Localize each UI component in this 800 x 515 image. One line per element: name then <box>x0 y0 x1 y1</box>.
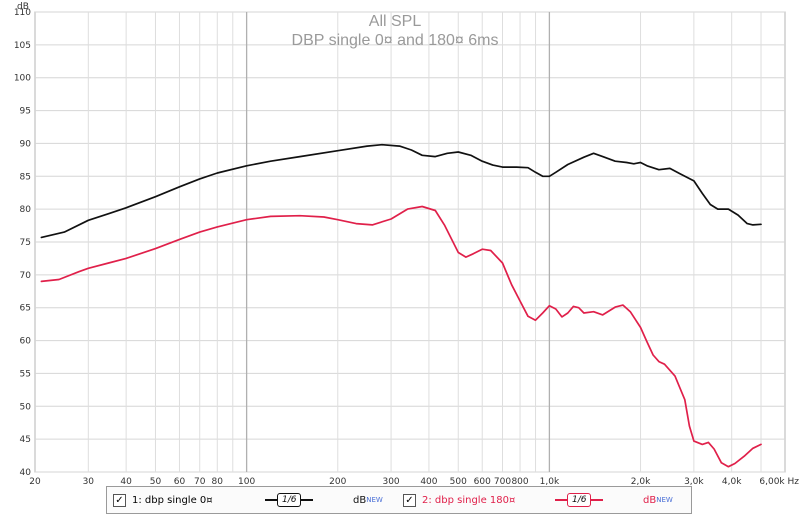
y-tick-label: 45 <box>20 435 31 445</box>
unit-badge-1: NEW <box>366 496 383 504</box>
x-tick-label: 70 <box>194 477 206 486</box>
smoothing-value-1: 1/6 <box>277 493 302 507</box>
x-tick-label: 30 <box>83 477 95 486</box>
smoothing-line-1b <box>301 499 314 501</box>
y-tick-label: 70 <box>20 271 32 281</box>
smoothing-value-2: 1/6 <box>567 493 592 507</box>
unit-badge-2: NEW <box>656 496 673 504</box>
smoothing-line-2 <box>555 499 567 501</box>
x-tick-label: 6,00k Hz <box>759 477 799 486</box>
y-axis-label: dB <box>17 2 29 12</box>
series-lines <box>40 143 762 468</box>
x-tick-label: 3,0k <box>684 477 704 486</box>
x-tick-label: 20 <box>29 477 41 486</box>
legend-label-2: 2: dbp single 180¤ <box>422 494 516 506</box>
smoothing-line-2b <box>591 499 604 501</box>
x-tick-label: 500 <box>450 477 467 486</box>
y-tick-label: 80 <box>20 205 32 215</box>
smoothing-selector-1[interactable]: 1/6 <box>265 487 314 513</box>
y-tick-label: 90 <box>20 139 32 149</box>
legend-item-2: ✓ 2: dbp single 180¤ <box>403 487 515 513</box>
x-tick-label: 4,0k <box>722 477 742 486</box>
y-tick-label: 40 <box>20 468 32 478</box>
legend: ✓ 1: dbp single 0¤ 1/6 dB NEW ✓ 2: dbp si… <box>106 486 692 514</box>
x-tick-label: 40 <box>120 477 132 486</box>
x-tick-label: 50 <box>150 477 162 486</box>
x-tick-label: 300 <box>382 477 399 486</box>
y-tick-label: 55 <box>20 369 31 379</box>
y-tick-label: 50 <box>20 402 32 412</box>
y-tick-label: 105 <box>14 41 31 51</box>
x-tick-label: 60 <box>174 477 186 486</box>
smoothing-line-1 <box>265 499 277 501</box>
series-line-1 <box>40 143 762 239</box>
unit-label-2: dB <box>643 494 657 506</box>
smoothing-selector-2[interactable]: 1/6 <box>555 487 604 513</box>
x-tick-label: 80 <box>212 477 224 486</box>
unit-selector-1[interactable]: dB NEW <box>353 487 383 513</box>
y-tick-label: 75 <box>20 238 31 248</box>
legend-label-1: 1: dbp single 0¤ <box>132 494 213 506</box>
x-axis-ticks: 20 30 40 50 60 70 80 100 200 300 400 500 600 700 800 1,… <box>29 477 799 486</box>
y-tick-label: 60 <box>20 337 32 347</box>
y-tick-label: 110 <box>14 8 31 18</box>
y-tick-label: 65 <box>20 304 31 314</box>
series-line-2 <box>40 205 762 468</box>
unit-selector-2[interactable]: dB NEW <box>643 487 673 513</box>
x-tick-label: 100 <box>238 477 255 486</box>
x-tick-label: 800 <box>511 477 528 486</box>
legend-checkbox-1[interactable]: ✓ <box>113 493 126 507</box>
y-axis-ticks: 40 45 50 55 60 65 70 75 80 85 90 95 100 105 110 <box>14 8 31 478</box>
x-tick-label: 600 <box>474 477 491 486</box>
y-tick-label: 100 <box>14 74 31 84</box>
legend-checkbox-2[interactable]: ✓ <box>403 493 416 507</box>
y-tick-label: 85 <box>20 172 31 182</box>
grid <box>35 11 785 473</box>
y-tick-label: 95 <box>20 107 31 117</box>
spl-chart: 40 45 50 55 60 65 70 75 80 85 90 95 100 105 110 20 30 40… <box>14 2 799 486</box>
x-tick-label: 700 <box>494 477 511 486</box>
unit-label-1: dB <box>353 494 367 506</box>
legend-item-1: ✓ 1: dbp single 0¤ <box>113 487 213 513</box>
chart-title: All SPL <box>369 13 422 30</box>
x-tick-label: 200 <box>329 477 346 486</box>
x-tick-label: 2,0k <box>631 477 651 486</box>
x-tick-label: 1,0k <box>540 477 560 486</box>
chart-subtitle: DBP single 0¤ and 180¤ 6ms <box>292 32 499 49</box>
x-tick-label: 400 <box>420 477 437 486</box>
